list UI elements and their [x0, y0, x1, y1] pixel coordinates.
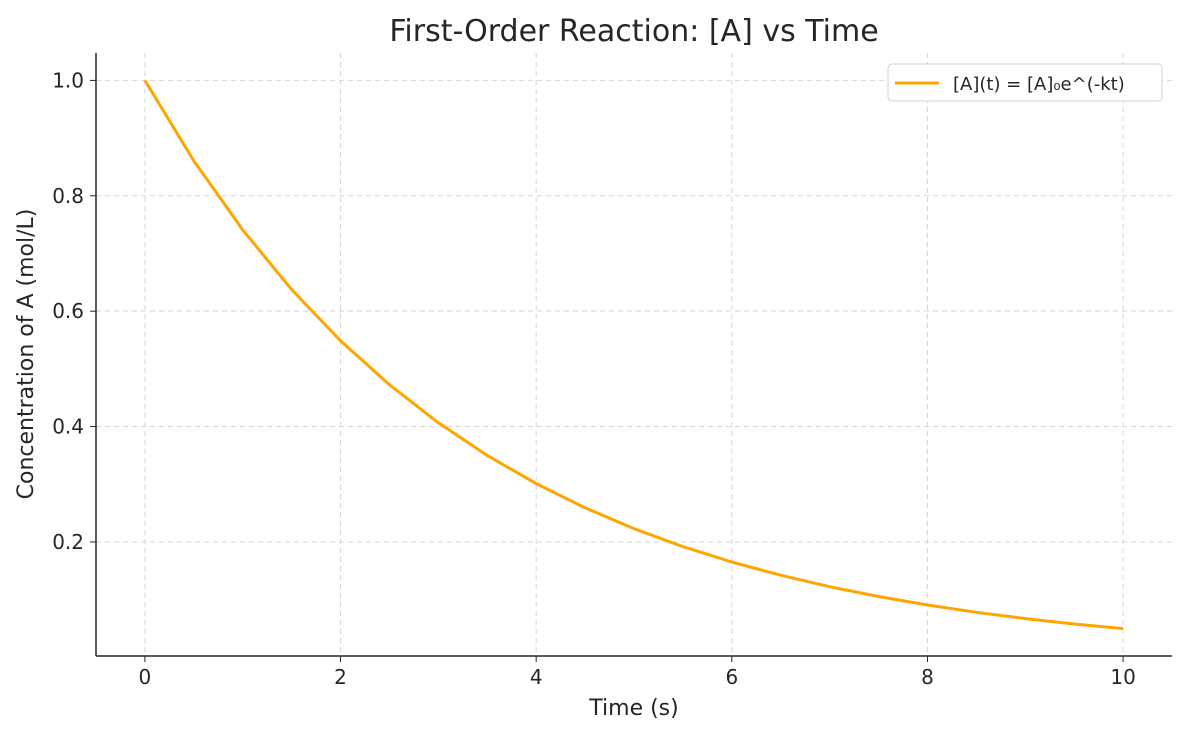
series-line: [143, 79, 1124, 631]
y-tick-label: 1.0: [52, 68, 84, 92]
y-tick-label: 0.2: [52, 530, 84, 554]
y-tick-label: 0.6: [52, 299, 84, 323]
x-tick-label: 8: [921, 665, 934, 689]
legend: [A](t) = [A]₀e^(-kt): [887, 63, 1163, 102]
x-tick-label: 0: [139, 665, 152, 689]
legend-label: [A](t) = [A]₀e^(-kt): [953, 74, 1125, 95]
x-axis-label: Time (s): [588, 696, 678, 721]
y-tick-label: 0.4: [52, 415, 84, 439]
grid: [96, 53, 1172, 656]
y-tick-label: 0.8: [52, 184, 84, 208]
chart-title: First-Order Reaction: [A] vs Time: [389, 14, 878, 49]
x-tick-label: 2: [334, 665, 347, 689]
x-tick-label: 6: [725, 665, 738, 689]
y-axis-label: Concentration of A (mol/L): [14, 209, 39, 500]
x-tick-label: 4: [530, 665, 543, 689]
x-tick-label: 10: [1110, 665, 1135, 689]
ticks: 0 2 4 6 8 10 0.2 0.4 0.6 0.8 1.0: [52, 68, 1136, 689]
legend-box: [887, 63, 1163, 102]
